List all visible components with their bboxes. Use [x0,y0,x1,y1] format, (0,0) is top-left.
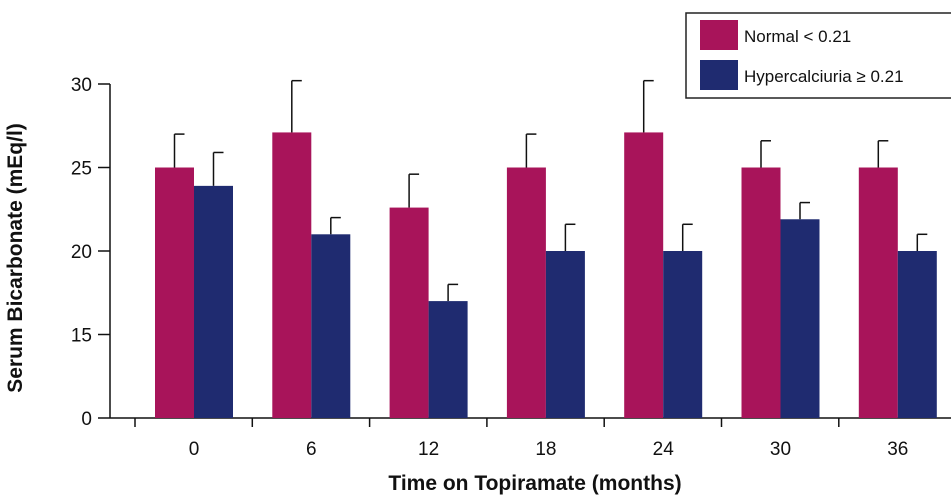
bar [311,234,351,418]
bar [155,167,194,418]
bar [506,167,546,418]
legend: Normal < 0.21 Hypercalciuria ≥ 0.21 [685,12,951,99]
legend-swatch [700,60,738,90]
x-tick-label: 0 [189,439,200,460]
bar [545,251,585,418]
y-tick-label: 30 [71,75,92,96]
bar [741,167,781,418]
x-tick-label: 36 [887,439,908,460]
x-tick-label: 30 [770,439,791,460]
y-tick-label: 20 [71,242,92,263]
x-tick-label: 12 [418,439,439,460]
bar [663,251,703,418]
x-tick-label: 6 [306,439,317,460]
y-axis-title: Serum Bicarbonate (mEq/l) [4,123,27,393]
legend-label: Hypercalciuria ≥ 0.21 [744,67,904,86]
bar [272,132,312,418]
y-tick-label: 15 [71,326,92,347]
x-tick-label: 18 [535,439,556,460]
bar [780,219,820,418]
legend-swatch [700,20,738,50]
bar [624,132,664,418]
x-tick-label: 24 [653,439,675,460]
legend-label: Normal < 0.21 [744,27,851,46]
y-tick-label: 25 [71,159,92,180]
plot-area: 0 15 20 25 30 0 6 12 18 24 30 36 [71,75,951,460]
y-tick-label: 0 [81,409,92,430]
bar [428,301,468,418]
x-axis-title: Time on Topiramate (months) [388,472,681,495]
bar [858,167,898,418]
bar [389,207,429,418]
bar [897,251,937,418]
bar [194,185,233,418]
